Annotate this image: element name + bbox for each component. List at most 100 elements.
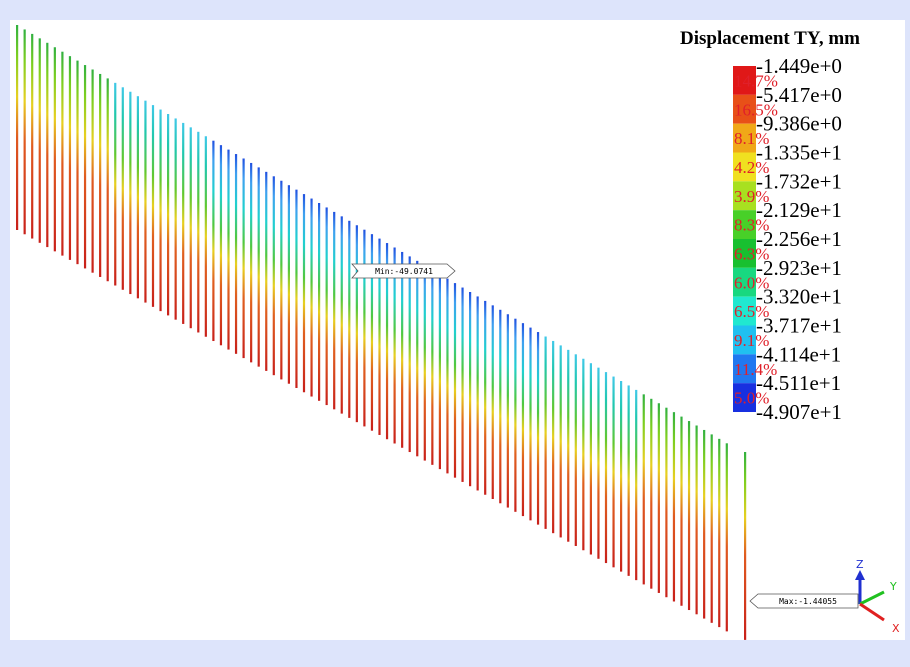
legend-level: -3.320e+1 (756, 285, 842, 309)
pile (318, 203, 320, 401)
pile (612, 377, 614, 568)
pile (439, 274, 441, 469)
pile (635, 390, 637, 580)
pile (152, 105, 154, 307)
legend-title: Displacement TY, mm (680, 28, 860, 49)
pile (590, 363, 592, 554)
pile (401, 252, 403, 448)
pile (76, 61, 78, 265)
pile (620, 381, 622, 572)
legend-level: -1.335e+1 (756, 141, 842, 165)
pile (220, 145, 222, 345)
pile (726, 443, 728, 631)
legend-level: -4.907e+1 (756, 400, 842, 424)
pile (273, 176, 275, 375)
pile (167, 114, 169, 315)
y-label: Y (889, 580, 897, 593)
x-label: X (892, 622, 900, 635)
pile (243, 159, 245, 359)
pile (696, 426, 698, 615)
pile (514, 319, 516, 512)
pile (499, 310, 501, 503)
pile (560, 345, 562, 537)
legend-level: -2.923e+1 (756, 256, 842, 280)
pile (235, 154, 237, 354)
max-marker: Max:-1.44055 (750, 594, 858, 608)
pile (529, 328, 531, 521)
pile (537, 332, 539, 525)
legend-level: -4.511e+1 (756, 371, 841, 395)
pile (341, 216, 343, 413)
pile (227, 150, 229, 350)
pile (16, 25, 18, 230)
pile (628, 385, 630, 575)
pile (363, 230, 365, 427)
pile (658, 403, 660, 593)
legend-level: -2.129e+1 (756, 198, 842, 222)
pile (326, 207, 328, 405)
pile (122, 87, 124, 289)
legend-level: -4.114e+1 (756, 342, 841, 366)
pile (212, 141, 214, 341)
pile (744, 452, 746, 640)
pile (356, 225, 358, 422)
pile (197, 132, 199, 333)
pile (703, 430, 705, 619)
pile (310, 199, 312, 397)
pile (107, 78, 109, 281)
pile (409, 256, 411, 452)
legend-level: -2.256e+1 (756, 227, 842, 251)
pile (665, 408, 667, 598)
pile (522, 323, 524, 516)
pile (461, 288, 463, 482)
pile (680, 417, 682, 606)
pile (288, 185, 290, 384)
pile (567, 350, 569, 542)
pile (303, 194, 305, 392)
pile (99, 74, 101, 277)
pile (484, 301, 486, 495)
min-marker: Min:-49.0741 (352, 264, 455, 278)
pile (92, 70, 94, 273)
pile (446, 279, 448, 474)
pile (24, 29, 26, 234)
pile (582, 359, 584, 551)
legend-level: -3.717e+1 (756, 314, 842, 338)
pile (673, 412, 675, 601)
pile (295, 190, 297, 388)
pile (605, 372, 607, 563)
pile (190, 127, 192, 328)
pile (477, 296, 479, 490)
pile (84, 65, 86, 268)
pile (711, 434, 713, 622)
pile (348, 221, 350, 418)
legend-level: -1.732e+1 (756, 169, 842, 193)
pile (46, 43, 48, 247)
pile (424, 265, 426, 460)
pile (333, 212, 335, 409)
pile (492, 305, 494, 499)
pile (454, 283, 456, 478)
pile (69, 56, 71, 260)
pile (718, 439, 720, 627)
pile (265, 172, 267, 371)
min-label: Min:-49.0741 (375, 267, 433, 276)
pile (137, 96, 139, 298)
pile (507, 314, 509, 507)
pile (575, 354, 577, 546)
pile (61, 52, 63, 256)
pile (280, 181, 282, 380)
pile (159, 110, 161, 312)
pile (258, 167, 260, 366)
pile (469, 292, 471, 486)
pile (114, 83, 116, 286)
legend-level: -1.449e+0 (756, 54, 842, 78)
pile (643, 394, 645, 584)
pile (416, 261, 418, 456)
pile (175, 118, 177, 319)
max-label: Max:-1.44055 (779, 597, 837, 606)
pile (182, 123, 184, 324)
legend-level: -9.386e+0 (756, 112, 842, 136)
pile (129, 92, 131, 294)
pile (688, 421, 690, 610)
